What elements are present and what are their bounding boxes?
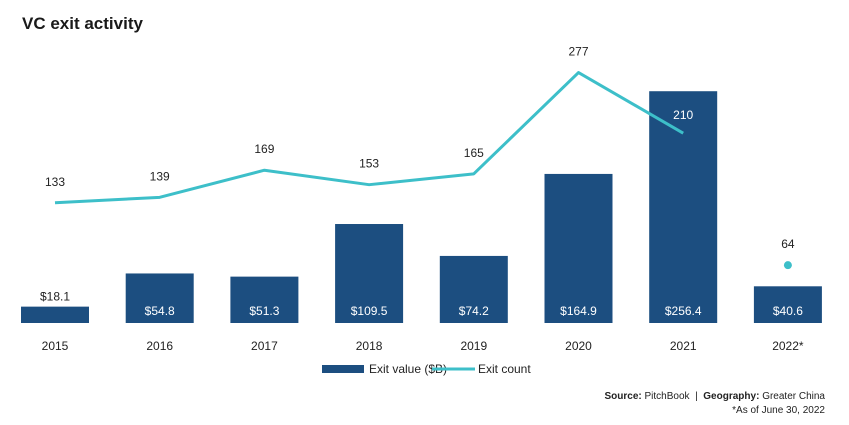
bar-exit-value xyxy=(544,173,613,323)
source-label: Source: xyxy=(604,391,642,402)
footnote: *As of June 30, 2022 xyxy=(732,405,825,416)
bar-value-label: $51.3 xyxy=(249,304,279,318)
line-value-label: 139 xyxy=(150,169,170,183)
x-tick-label: 2019 xyxy=(460,339,487,353)
x-tick-label: 2020 xyxy=(565,339,592,353)
point-exit-count xyxy=(783,261,792,270)
bar-exit-value xyxy=(21,306,89,323)
bar-exit-value xyxy=(335,224,404,323)
bar-exit-value xyxy=(125,273,194,323)
x-tick-label: 2022* xyxy=(772,339,804,353)
x-tick-label: 2018 xyxy=(356,339,383,353)
legend-swatch-exit-value xyxy=(322,365,364,373)
bar-value-label: $74.2 xyxy=(459,304,489,318)
bar-exit-value xyxy=(230,276,299,323)
source-note: Source: PitchBook | Geography: Greater C… xyxy=(605,390,826,418)
bar-value-label: $256.4 xyxy=(665,304,702,318)
geography-label: Geography: xyxy=(703,391,760,402)
x-tick-label: 2016 xyxy=(146,339,173,353)
bar-value-label: $164.9 xyxy=(560,304,597,318)
line-value-label: 64 xyxy=(781,237,795,251)
bar-exit-value xyxy=(439,255,508,323)
line-value-label: 169 xyxy=(254,142,274,156)
line-value-label: 165 xyxy=(464,146,484,160)
line-value-label: 153 xyxy=(359,157,379,171)
source-value: PitchBook xyxy=(644,391,690,402)
line-exit-count xyxy=(54,71,684,205)
bar-value-label: $109.5 xyxy=(351,304,388,318)
legend-label-exit-count: Exit count xyxy=(478,362,531,376)
x-tick-label: 2021 xyxy=(670,339,697,353)
x-tick-label: 2015 xyxy=(42,339,69,353)
line-value-label: 277 xyxy=(568,45,588,59)
line-value-label: 210 xyxy=(673,108,693,122)
legend-label-exit-value: Exit value ($B) xyxy=(369,362,447,376)
bar-value-label: $18.1 xyxy=(40,290,70,304)
line-value-label: 133 xyxy=(45,175,65,189)
bar-value-label: $54.8 xyxy=(145,304,175,318)
geography-value: Greater China xyxy=(762,391,825,402)
chart-title: VC exit activity xyxy=(22,14,143,33)
bar-exit-value xyxy=(753,286,822,323)
bar-value-label: $40.6 xyxy=(773,304,803,318)
x-tick-label: 2017 xyxy=(251,339,278,353)
source-separator: | xyxy=(695,391,698,402)
bar-exit-value xyxy=(649,91,718,323)
